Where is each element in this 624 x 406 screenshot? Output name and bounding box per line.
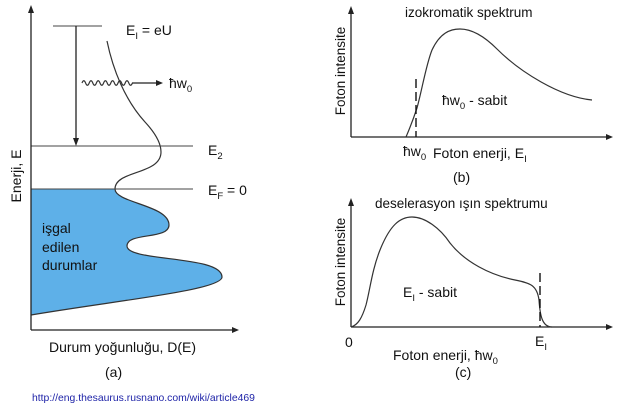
photon-arrowhead-icon	[156, 80, 163, 86]
panel-c-origin-label: 0	[345, 334, 353, 350]
occupied-states-label-line-1: işgal	[42, 220, 71, 236]
panel-c-y-axis-label: Foton intensite	[333, 218, 348, 307]
panel-b-threshold-label: ħw0	[403, 143, 426, 163]
fermi-level-label: EF = 0	[208, 182, 247, 202]
dos-axis-label: Durum yoğunluğu, D(E)	[49, 339, 196, 355]
panel-c-caption: (c)	[455, 364, 471, 380]
photon-energy-label: ħw0	[169, 75, 192, 95]
dos-axis-arrowhead-icon	[232, 327, 239, 333]
occupied-states-region	[31, 189, 222, 315]
panel-c-x-axis-label: Foton enerji, ħw0	[393, 347, 498, 367]
isochromatic-spectrum-curve	[405, 28, 593, 138]
transition-arrowhead-icon	[73, 138, 79, 146]
panel-b-x-axis-label: Foton enerji, EI	[433, 145, 527, 165]
panel-c-title: deselerasyon ışın spektrumu	[375, 196, 548, 211]
bremsstrahlung-spectrum-curve	[350, 216, 553, 328]
panel-a-caption: (a)	[105, 364, 122, 380]
panel-b-x-arrowhead-icon	[606, 134, 613, 140]
density-of-states-curve	[30, 40, 223, 316]
panel-c-bremsstrahlung-spectrum: deselerasyon ışın spektrumu EI - sabit 0…	[333, 196, 613, 380]
energy-axis-arrowhead-icon	[28, 5, 34, 13]
occupied-states-label-line-3: durumlar	[42, 257, 98, 273]
e2-level-label: E2	[208, 142, 223, 162]
source-url-link[interactable]: http://eng.thesaurus.rusnano.com/wiki/ar…	[32, 393, 255, 404]
panel-c-x-arrowhead-icon	[606, 324, 613, 330]
panel-a-energy-diagram: EI = eU ħw0 E2 EF = 0 Enerji, E işgal ed…	[8, 5, 247, 380]
panel-b-y-axis-label: Foton intensite	[333, 27, 348, 116]
photon-wave-icon	[81, 80, 133, 86]
panel-c-constant-annotation: EI - sabit	[403, 284, 457, 304]
panel-b-y-arrowhead-icon	[348, 6, 354, 14]
panel-c-y-arrowhead-icon	[348, 198, 354, 206]
panel-c-cutoff-label: EI	[535, 333, 547, 353]
energy-axis-label: Enerji, E	[8, 150, 24, 203]
panel-b-caption: (b)	[453, 169, 470, 185]
occupied-states-label-line-2: edilen	[42, 239, 79, 255]
ei-level-label: EI = eU	[126, 22, 172, 42]
panel-b-isochromatic-spectrum: izokromatik spektrum ħw0 - sabit ħw0 Fot…	[333, 5, 613, 185]
panel-b-constant-annotation: ħw0 - sabit	[442, 92, 507, 112]
panel-b-title: izokromatik spektrum	[405, 5, 533, 20]
